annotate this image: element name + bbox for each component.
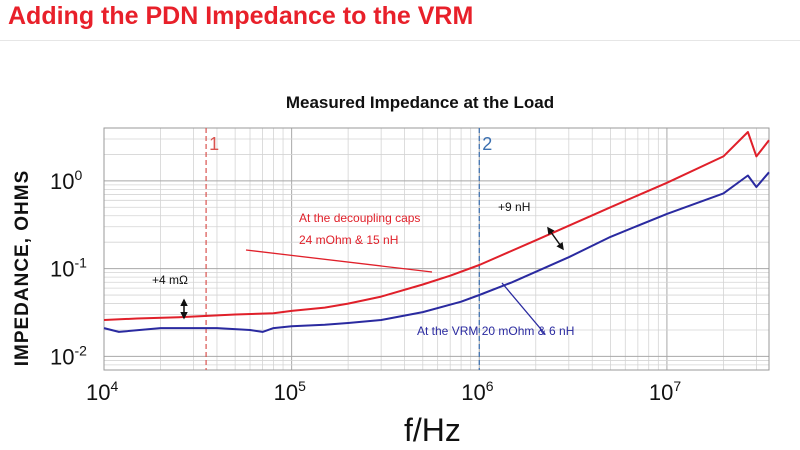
marker-label-2: 2 — [482, 134, 492, 154]
vrm-label: At the VRM 20 mOhm & 6 nH — [417, 324, 574, 338]
slide-title: Adding the PDN Impedance to the VRM — [8, 2, 474, 30]
decoupling-caps-values: 24 mOhm & 15 nH — [299, 233, 398, 247]
y-tick-label: 10-2 — [50, 342, 87, 369]
marker-label-1: 1 — [209, 134, 219, 154]
delta-resistance-label: +4 mΩ — [152, 273, 188, 287]
chart-title: Measured Impedance at the Load — [285, 93, 555, 112]
y-tick-label: 10-1 — [50, 255, 87, 282]
plot-border — [103, 127, 770, 371]
series-line-2 — [103, 171, 770, 333]
x-tick-label: 105 — [274, 378, 306, 405]
delta-inductance-label: +9 nH — [498, 200, 530, 214]
x-tick-label: 107 — [649, 378, 681, 405]
red-leader-line — [245, 249, 433, 273]
decoupling-caps-label: At the decoupling caps — [299, 211, 420, 225]
title-divider — [0, 40, 800, 41]
y-tick-label: 100 — [50, 167, 82, 194]
series-line-1 — [103, 131, 770, 321]
delta-inductance-arrow — [547, 226, 564, 251]
blue-leader-line — [501, 282, 546, 335]
x-tick-label: 104 — [86, 378, 118, 405]
x-tick-label: 106 — [461, 378, 493, 405]
x-axis-label: f/Hz — [404, 412, 461, 448]
